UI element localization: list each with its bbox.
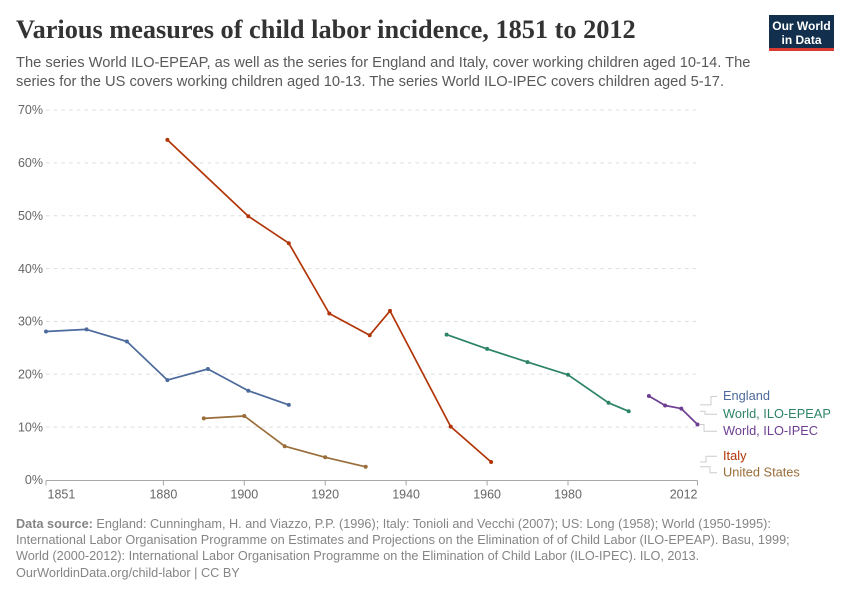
svg-text:1851: 1851 [48,488,76,502]
svg-text:50%: 50% [18,209,43,223]
svg-text:1920: 1920 [311,488,339,502]
svg-text:2012: 2012 [670,488,698,502]
svg-text:1960: 1960 [473,488,501,502]
svg-text:England: England [723,388,770,403]
svg-text:20%: 20% [18,368,43,382]
svg-text:Italy: Italy [723,448,747,463]
svg-text:60%: 60% [18,156,43,170]
svg-text:United States: United States [723,464,800,479]
svg-text:World, ILO-IPEC: World, ILO-IPEC [723,423,818,438]
svg-text:World, ILO-EPEAP: World, ILO-EPEAP [723,406,831,421]
svg-text:10%: 10% [18,420,43,434]
svg-text:30%: 30% [18,315,43,329]
svg-text:1880: 1880 [149,488,177,502]
svg-text:0%: 0% [25,473,43,487]
svg-text:40%: 40% [18,262,43,276]
svg-text:70%: 70% [18,103,43,117]
svg-text:1980: 1980 [554,488,582,502]
svg-text:1900: 1900 [230,488,258,502]
svg-text:1940: 1940 [392,488,420,502]
